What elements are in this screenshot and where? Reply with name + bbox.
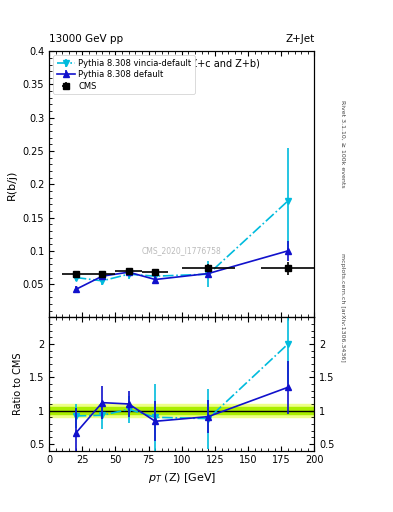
Text: pT(Z) ratio (CMS  Z+c and Z+b): pT(Z) ratio (CMS Z+c and Z+b) — [104, 59, 260, 69]
Text: Rivet 3.1.10, ≥ 100k events: Rivet 3.1.10, ≥ 100k events — [340, 99, 345, 187]
Bar — [49, 408, 314, 414]
Text: CMS_2020_I1776758: CMS_2020_I1776758 — [142, 246, 222, 255]
Text: Z+Jet: Z+Jet — [285, 33, 314, 44]
Legend: Pythia 8.308 vincia-default, Pythia 8.308 default, CMS: Pythia 8.308 vincia-default, Pythia 8.30… — [53, 55, 195, 94]
Y-axis label: R(b/j): R(b/j) — [7, 169, 17, 200]
Text: mcplots.cern.ch [arXiv:1306.3436]: mcplots.cern.ch [arXiv:1306.3436] — [340, 253, 345, 361]
Bar — [49, 404, 314, 417]
Text: 13000 GeV pp: 13000 GeV pp — [49, 33, 123, 44]
Y-axis label: Ratio to CMS: Ratio to CMS — [13, 353, 23, 415]
X-axis label: $p_{T}$ (Z) [GeV]: $p_{T}$ (Z) [GeV] — [148, 471, 216, 485]
